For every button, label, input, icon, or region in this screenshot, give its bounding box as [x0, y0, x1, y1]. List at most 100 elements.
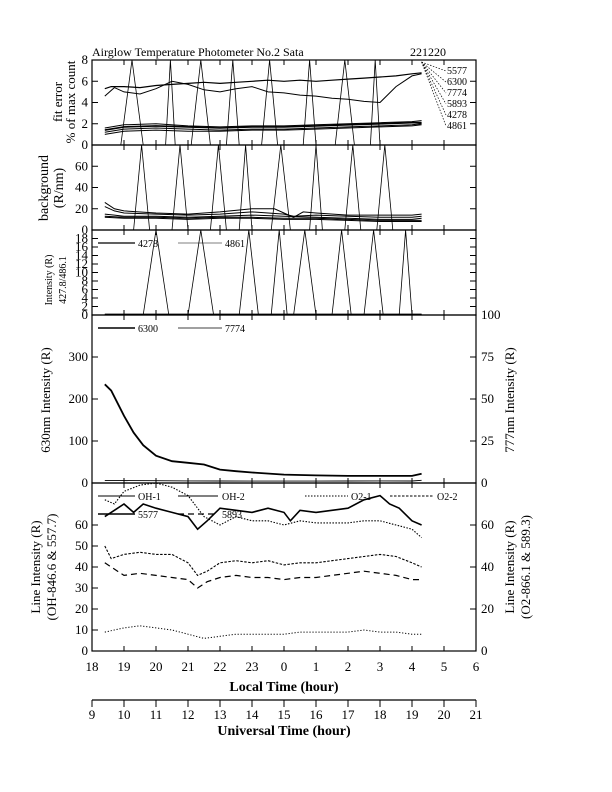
- ytick-label: 4: [82, 290, 89, 305]
- legend-label-4861: 4861: [225, 239, 245, 250]
- series-line-7774: [104, 120, 422, 129]
- ytick-label: 100: [69, 433, 89, 448]
- ylabel-fit-error-2: % of max count: [63, 60, 78, 143]
- legend-label-5893: 5893: [222, 510, 242, 521]
- legend-label-o22: O2-2: [437, 492, 458, 503]
- local-tick-label: 18: [86, 659, 99, 674]
- ut-tick-label: 17: [342, 707, 356, 722]
- series-line-4278: [104, 73, 422, 104]
- zigzag-trace: [363, 229, 384, 316]
- ut-tick-label: 9: [89, 707, 96, 722]
- series-line-O2-1: [104, 482, 422, 539]
- ytick-label: 20: [75, 201, 88, 216]
- zigzag-trace: [165, 59, 176, 146]
- end-leader-line: [421, 61, 447, 116]
- local-tick-label: 20: [150, 659, 163, 674]
- zigzag-trace: [376, 144, 394, 231]
- series-line-5893: [104, 123, 422, 133]
- zigzag-trace: [370, 59, 381, 146]
- ytick-right-label: 0: [481, 475, 488, 490]
- ut-tick-label: 14: [246, 707, 260, 722]
- legend-line-intensity: OH-1 OH-2 O2-1 O2-2 5577 5893: [98, 492, 458, 521]
- ytick-label: 60: [75, 158, 88, 173]
- series-line-OH-1: [104, 625, 422, 639]
- ytick-right-label: 0: [481, 643, 488, 658]
- ytick-label: 2: [82, 299, 89, 314]
- end-label-7774: 7774: [447, 88, 467, 99]
- ytick-label: 4: [82, 95, 89, 110]
- end-leader-line: [421, 61, 447, 105]
- series-line-5577: [104, 121, 422, 131]
- legend-label-7774: 7774: [225, 324, 245, 335]
- legend-label-5577: 5577: [138, 510, 158, 521]
- ylabel-line-intensity-right-2: (O2-866.1 & 589.3): [518, 515, 533, 619]
- end-label-5893: 5893: [447, 99, 467, 110]
- series-line-4861: [104, 124, 422, 135]
- local-tick-label: 6: [473, 659, 480, 674]
- end-leader-line: [421, 61, 447, 127]
- zigzag-trace: [293, 229, 317, 316]
- ytick-label: 6: [82, 282, 89, 297]
- zigzag-trace: [210, 144, 227, 231]
- ylabel-777: 777nm Intensity (R): [502, 347, 517, 452]
- ut-tick-label: 16: [310, 707, 324, 722]
- zigzag-trace: [238, 144, 253, 231]
- end-label-5577: 5577: [447, 66, 467, 77]
- ylabel-line-intensity-1: Line Intensity (R): [28, 520, 43, 613]
- series-line-5577: [104, 494, 422, 531]
- zigzag-trace: [187, 229, 214, 316]
- panel-630-777-frame: [91, 314, 477, 484]
- panel-line-intensity-frame: [91, 482, 477, 652]
- ylabel-630: 630nm Intensity (R): [38, 347, 53, 452]
- local-tick-label: 21: [182, 659, 195, 674]
- zigzag-trace: [334, 59, 355, 146]
- universal-time-label: Universal Time (hour): [217, 724, 351, 739]
- ytick-right-label: 40: [481, 559, 494, 574]
- ytick-label: 40: [75, 180, 88, 195]
- local-tick-label: 23: [246, 659, 259, 674]
- end-leader-line: [421, 61, 447, 94]
- local-tick-label: 0: [281, 659, 288, 674]
- ut-tick-label: 10: [118, 707, 131, 722]
- ytick-label: 8: [82, 273, 89, 288]
- panel-line-intensity: 0 10 20 30 40 50 60 0 20 40 60: [75, 482, 494, 658]
- ytick-label: 12: [75, 256, 88, 271]
- ut-tick-label: 15: [278, 707, 291, 722]
- ytick-label: 0: [82, 137, 89, 152]
- series-line-bg-3: [104, 215, 422, 221]
- zigzag-trace: [398, 229, 413, 316]
- ytick-label: 2: [82, 116, 89, 131]
- end-leader-line: [421, 61, 447, 72]
- local-tick-label: 22: [214, 659, 227, 674]
- legend-label-o21: O2-1: [351, 492, 372, 503]
- ytick-label: 0: [82, 307, 89, 322]
- legend-630-777: 6300 7774: [98, 324, 245, 335]
- ytick-label: 30: [75, 580, 88, 595]
- ytick-label: 6: [82, 73, 89, 88]
- ylabel-line-intensity-2: (OH-846.6 & 557.7): [44, 514, 59, 621]
- ytick-right-label: 75: [481, 349, 494, 364]
- zigzag-trace: [142, 229, 170, 316]
- ytick-label: 300: [69, 349, 89, 364]
- local-tick-label: 1: [313, 659, 320, 674]
- ytick-label: 10: [75, 265, 88, 280]
- figure-date: 221220: [410, 45, 446, 59]
- ytick-label: 200: [69, 391, 89, 406]
- ytick-label: 20: [75, 601, 88, 616]
- series-line-6300: [104, 383, 422, 477]
- ytick-label: 50: [75, 538, 88, 553]
- series-line-bg-1: [104, 206, 422, 218]
- local-tick-label: 19: [118, 659, 131, 674]
- ytick-label: 16: [75, 239, 89, 254]
- end-label-4278: 4278: [447, 110, 467, 121]
- series-line-bg-0: [104, 201, 422, 218]
- local-tick-label: 3: [377, 659, 384, 674]
- ytick-right-label: 25: [481, 433, 494, 448]
- ut-tick-label: 20: [438, 707, 451, 722]
- end-label-6300: 6300: [447, 77, 467, 88]
- panel-630-777: 0 100 200 300 0 25 50 75 100: [69, 307, 501, 490]
- panel-fit-error: 0 2 4 6 8: [82, 52, 477, 152]
- zigzag-trace: [344, 144, 362, 231]
- ylabel-line-intensity-right-1: Line Intensity (R): [502, 520, 517, 613]
